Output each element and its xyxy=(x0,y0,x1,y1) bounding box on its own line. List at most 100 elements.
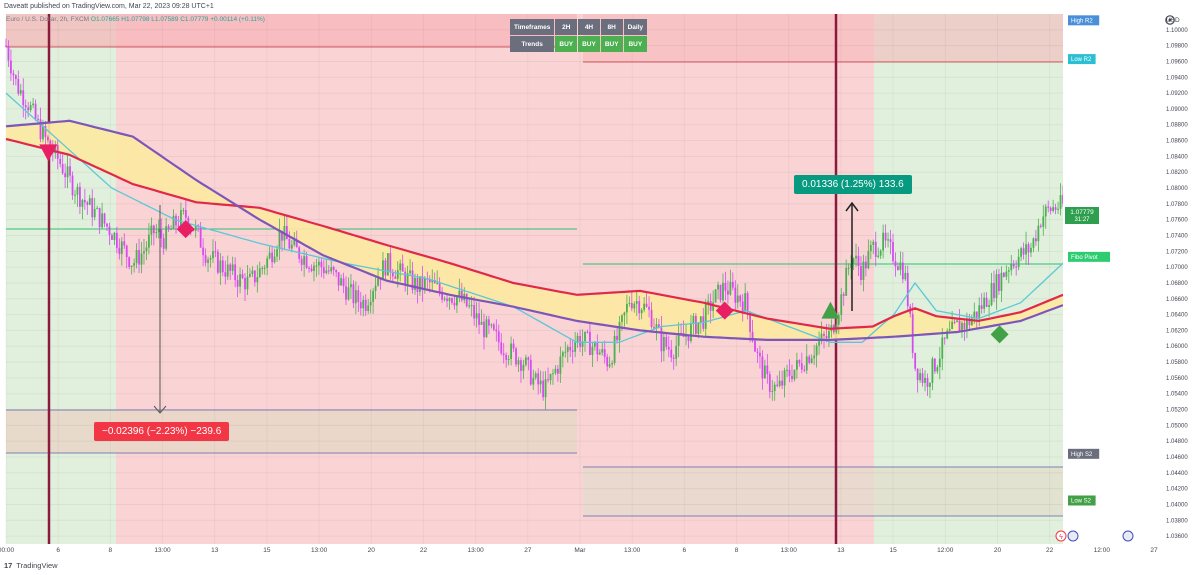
settings-gear-icon[interactable] xyxy=(1165,15,1175,25)
candle-body xyxy=(778,380,781,386)
candle-body xyxy=(386,253,389,276)
candle-body xyxy=(480,321,483,325)
candle-body xyxy=(1020,248,1023,257)
candle-body xyxy=(953,321,956,323)
candle-body xyxy=(1007,270,1010,272)
candle-body xyxy=(231,264,234,271)
candle-body xyxy=(687,335,690,342)
candle-body xyxy=(27,107,30,111)
candle-body xyxy=(951,321,954,330)
ohlc-high: H1.07798 xyxy=(121,16,150,23)
candle-body xyxy=(921,373,924,383)
candle-body xyxy=(1042,216,1045,227)
candle-body xyxy=(7,45,10,61)
candle-body xyxy=(520,360,522,371)
candle-body xyxy=(212,251,214,259)
candle-body xyxy=(399,263,402,271)
axis-unit: USD xyxy=(1166,17,1180,24)
signals xyxy=(39,144,1009,344)
candle-body xyxy=(924,377,926,383)
earnings-icon[interactable] xyxy=(1055,530,1067,542)
candle-body xyxy=(665,336,668,347)
us-flag-icon[interactable] xyxy=(1122,530,1134,542)
x-tick-label: 13:00 xyxy=(781,547,798,554)
candle-body xyxy=(460,290,463,301)
candle-body xyxy=(468,305,471,307)
x-tick-label: 12:00 xyxy=(1094,547,1111,554)
candle-body xyxy=(1047,206,1050,208)
candle-body xyxy=(204,255,207,263)
y-tick-label: 1.09400 xyxy=(1166,75,1188,81)
price-axis[interactable]: USD 1.03600 1.03800 1.04000 1.04200 1.04400 1.… xyxy=(1063,0,1200,575)
candle-body xyxy=(734,287,737,303)
candle-body xyxy=(606,356,609,367)
candle-body xyxy=(524,357,527,365)
candle-body xyxy=(943,337,946,339)
candle-body xyxy=(968,318,971,326)
candle-body xyxy=(645,303,648,307)
y-tick-label: 1.05600 xyxy=(1166,376,1188,382)
candle-body xyxy=(138,249,140,265)
x-tick-label: Mar xyxy=(574,547,586,554)
candle-body xyxy=(162,238,165,249)
ma-line-red xyxy=(5,137,1064,330)
candle-body xyxy=(182,210,185,212)
candle-body xyxy=(874,241,877,257)
candle-body xyxy=(581,341,584,347)
candle-body xyxy=(180,210,182,228)
candle-body xyxy=(788,369,791,376)
candle-body xyxy=(266,258,269,268)
candle-body xyxy=(860,266,862,281)
candle-body xyxy=(608,364,611,367)
candle-body xyxy=(318,261,320,266)
candle-body xyxy=(547,379,549,381)
candle-body xyxy=(135,249,138,264)
candle-body xyxy=(300,258,303,265)
symbol-legend[interactable]: Euro / U.S. Dollar, 2h, FXCM O1.07665 H1… xyxy=(6,16,265,23)
candle-body xyxy=(958,320,961,332)
candle-body xyxy=(475,313,478,319)
candle-body xyxy=(542,380,545,398)
candle-body xyxy=(793,369,796,380)
y-tick-label: 1.04000 xyxy=(1166,502,1188,508)
y-tick-label: 1.06600 xyxy=(1166,297,1188,303)
candle-body xyxy=(699,316,702,323)
candle-body xyxy=(707,300,710,304)
symbol-name[interactable]: Euro / U.S. Dollar, 2h, FXCM xyxy=(6,16,90,23)
candle-body xyxy=(786,369,788,371)
y-tick-label: 1.09000 xyxy=(1166,107,1188,113)
candle-body xyxy=(278,230,281,250)
candle-body xyxy=(170,229,172,231)
candle-body xyxy=(64,173,67,178)
candle-body xyxy=(384,260,387,276)
candle-body xyxy=(374,285,377,291)
candle-body xyxy=(554,368,557,374)
us-flag-icon[interactable] xyxy=(1067,530,1079,542)
candle-body xyxy=(251,270,254,274)
candle-body xyxy=(465,293,468,307)
candle-body xyxy=(941,337,944,359)
x-tick-label: 12:00 xyxy=(937,547,954,554)
candle-body xyxy=(761,356,764,379)
candle-body xyxy=(667,346,670,350)
time-axis[interactable]: 00:00 6 8 13:00 13 15 13:00 20 22 13:00 27 Mar 13:00… xyxy=(0,544,1200,558)
candle-body xyxy=(125,245,128,258)
candle-body xyxy=(815,345,818,356)
candle-body xyxy=(872,241,875,245)
candle-body xyxy=(17,79,20,94)
candle-body xyxy=(150,225,153,235)
ma-line-purple xyxy=(5,119,1064,341)
support-band xyxy=(583,467,1063,516)
candle-body xyxy=(219,260,222,273)
candle-body xyxy=(111,235,113,240)
candle-body xyxy=(988,305,990,307)
svg-text:1.07779: 1.07779 xyxy=(1070,209,1094,216)
y-tick-label: 1.05400 xyxy=(1166,392,1188,398)
candle-body xyxy=(101,213,103,228)
y-tick-label: 1.07400 xyxy=(1166,233,1188,239)
candle-body xyxy=(593,342,596,347)
events-icons[interactable]: ϟ xyxy=(1055,530,1134,542)
candle-body xyxy=(864,261,867,269)
candle-body xyxy=(598,352,601,355)
